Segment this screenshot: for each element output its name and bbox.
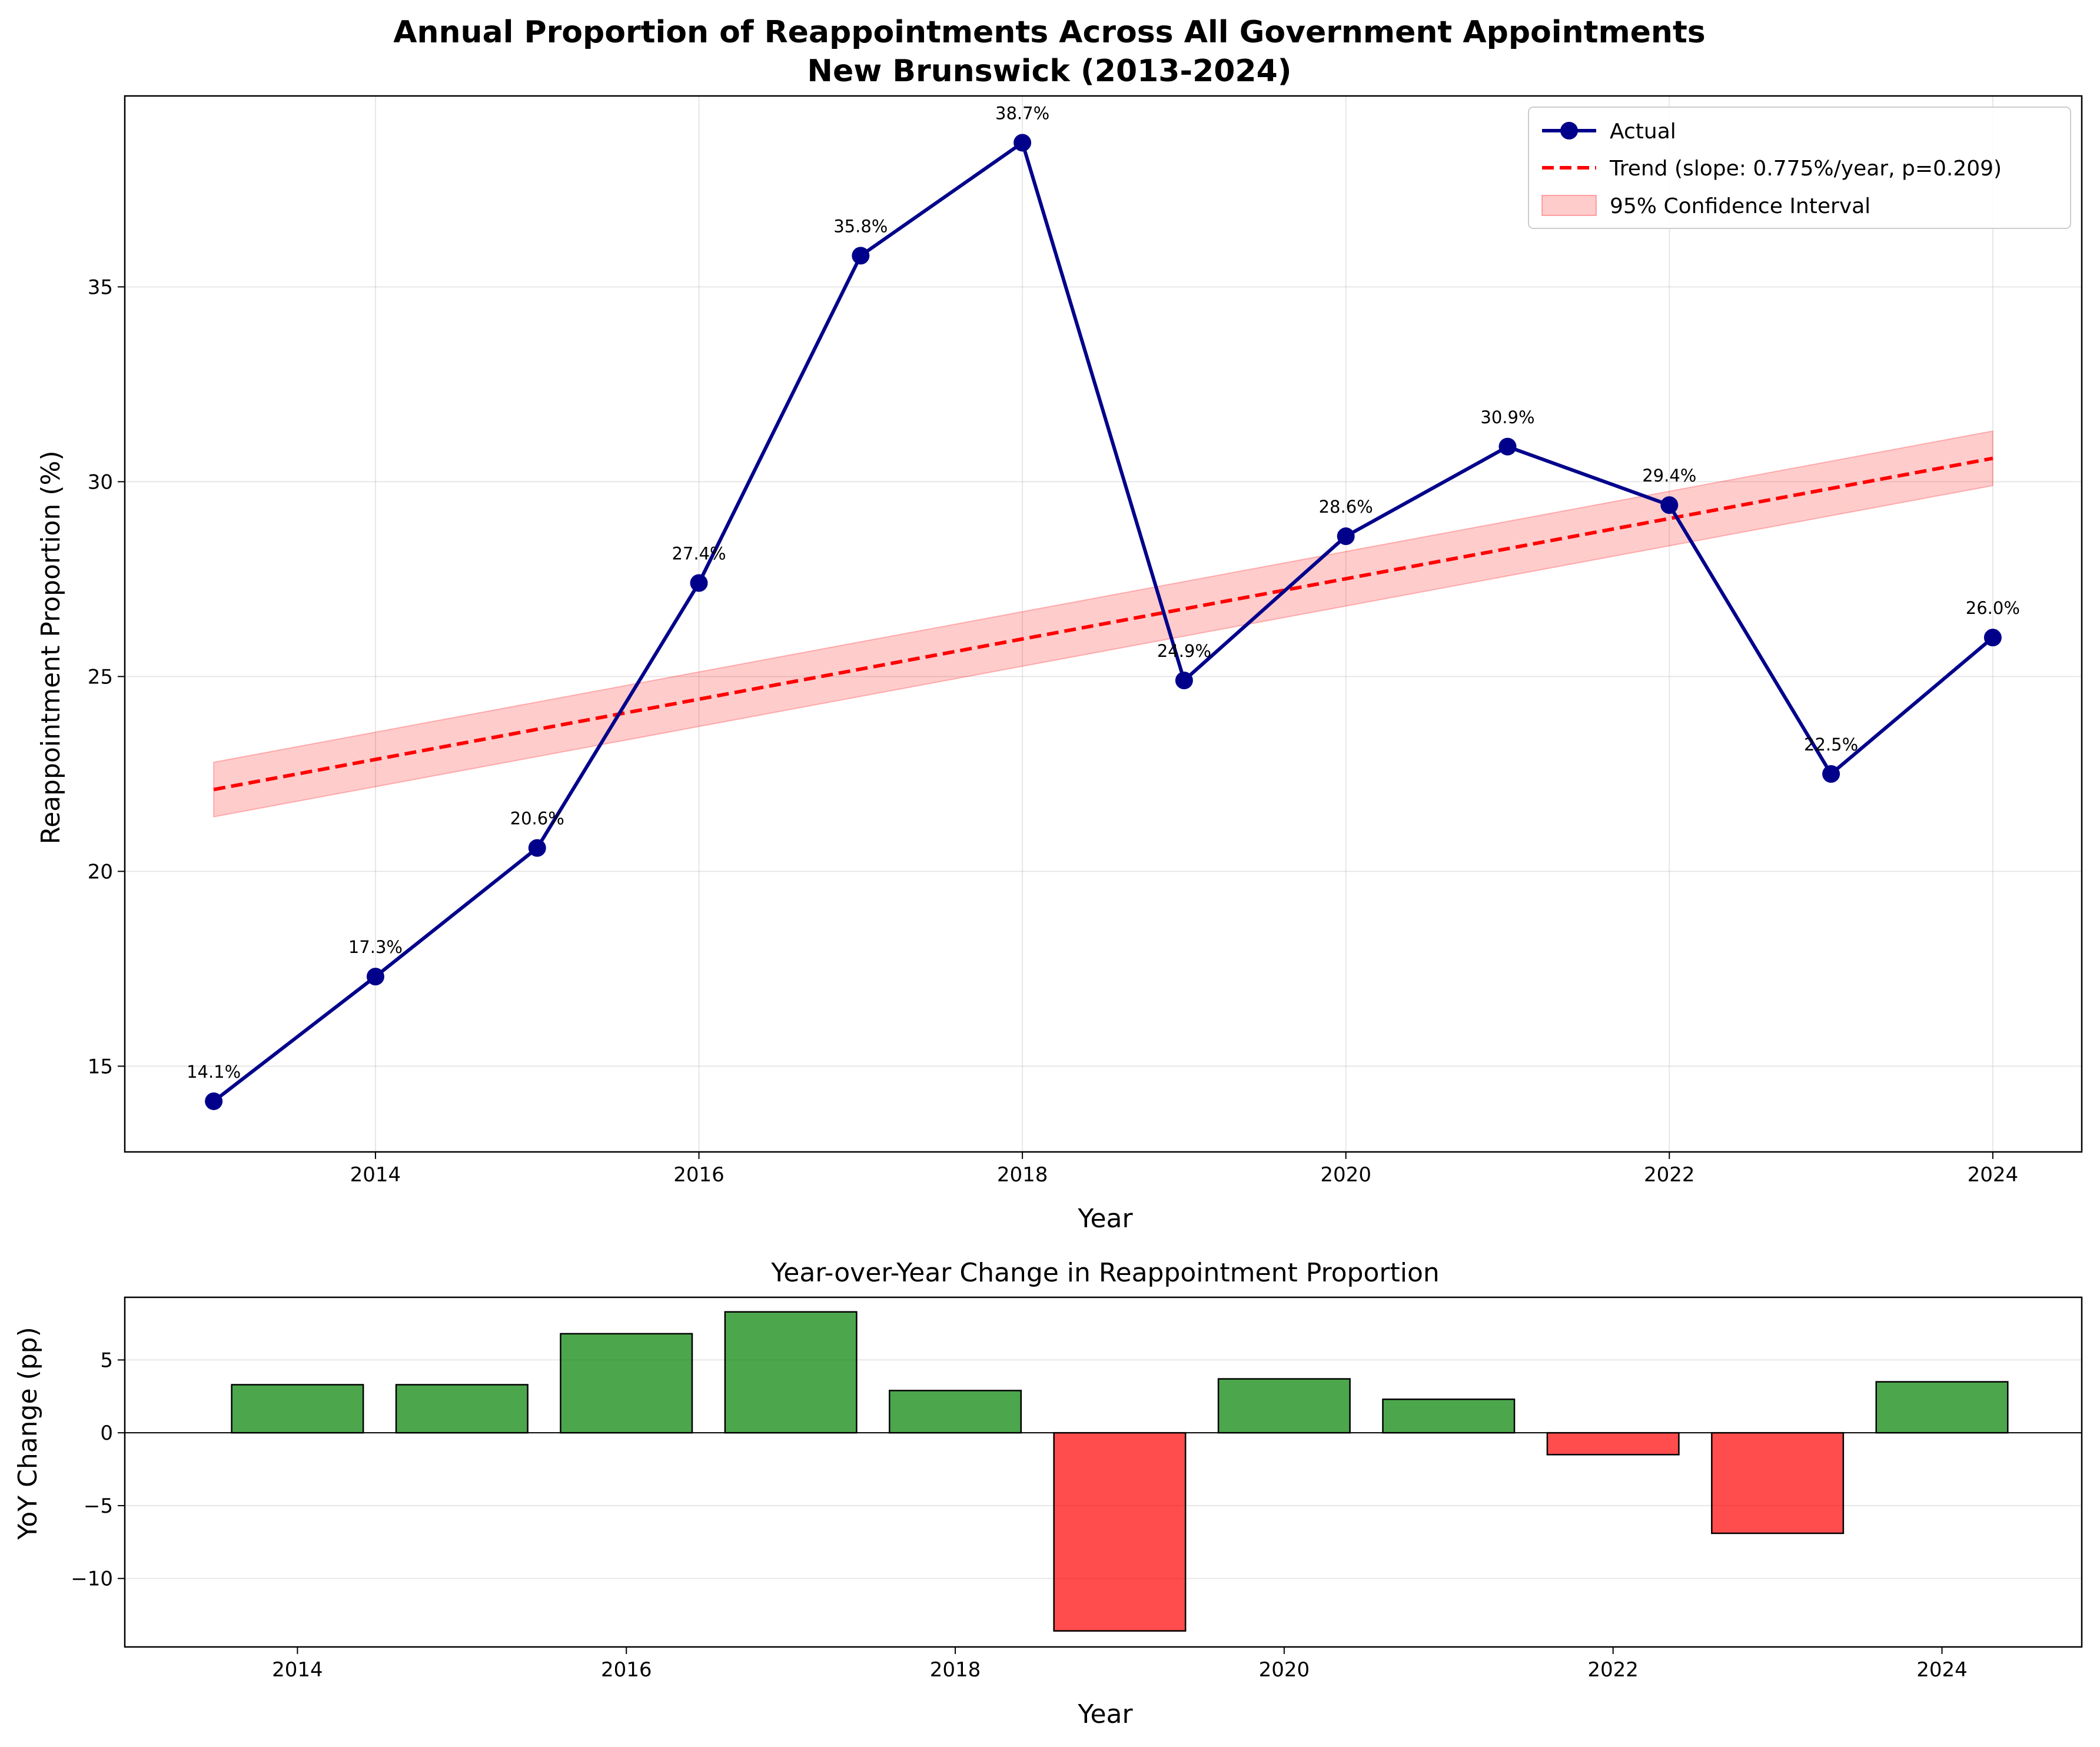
yoy-bar (1382, 1399, 1516, 1434)
actual-point (1983, 629, 2002, 647)
actual-point (366, 968, 384, 986)
top-plot-area (124, 95, 2083, 1153)
bottom-axis-ticks: 5 0 −5 −10 2014 2016 2018 2020 2022 2024 (71, 1349, 1968, 1682)
top-y-tick-label: 15 (88, 1055, 113, 1078)
actual-data-label: 38.7% (995, 103, 1049, 123)
actual-data-label: 14.1% (187, 1062, 241, 1082)
top-x-axis-label: Year (1077, 1204, 1133, 1234)
legend: Actual Trend (slope: 0.775%/year, p=0.20… (1528, 107, 2071, 229)
top-y-axis-label: Reappointment Proportion (%) (36, 451, 66, 845)
top-x-tick-label: 2024 (1968, 1163, 2019, 1187)
actual-data-label: 22.5% (1804, 735, 1858, 755)
yoy-bar (1217, 1378, 1351, 1434)
bottom-y-axis-label: YoY Change (pp) (13, 1327, 43, 1540)
actual-point (1822, 765, 1840, 783)
top-y-tick-label: 20 (88, 860, 113, 884)
bottom-y-tick-label: 5 (100, 1349, 113, 1372)
legend-box (1528, 107, 2071, 229)
top-x-tick-label: 2020 (1320, 1163, 1371, 1187)
yoy-bar (395, 1384, 529, 1434)
actual-point (690, 574, 708, 592)
yoy-bar (1053, 1432, 1187, 1632)
data-labels: 14.1% 17.3% 20.6% 27.4% 35.8% 38.7% 24.9% 28.6%… (187, 103, 2020, 1082)
top-y-tick-label: 30 (88, 470, 113, 494)
bottom-chart-title: Year-over-Year Change in Reappointment P… (770, 1258, 1440, 1288)
trend-line-path (213, 456, 1993, 792)
top-y-tick-label: 25 (88, 665, 113, 689)
top-axis-ticks: 2014 2016 2018 2020 2022 2024 15 20 25 30 35 (88, 275, 2018, 1187)
actual-point (1175, 671, 1193, 689)
bottom-y-tick-label: 0 (100, 1421, 113, 1445)
top-y-tick-label: 35 (88, 275, 113, 299)
actual-point (1498, 437, 1517, 456)
actual-data-label: 20.6% (510, 809, 564, 829)
bottom-x-tick-label: 2018 (930, 1658, 981, 1682)
legend-ci-label: 95% Confidence Interval (1610, 194, 1870, 218)
top-x-tick-label: 2022 (1644, 1163, 1695, 1187)
chart-subtitle: New Brunswick (2013-2024) (807, 54, 1291, 89)
yoy-bars (231, 1311, 2009, 1632)
bottom-x-tick-label: 2014 (272, 1658, 323, 1682)
actual-series-line (212, 141, 1994, 1103)
yoy-bar (231, 1384, 364, 1434)
top-x-tick-label: 2014 (350, 1163, 401, 1187)
top-x-tick-label: 2016 (673, 1163, 725, 1187)
legend-actual-label: Actual (1610, 119, 1676, 144)
actual-data-label: 28.6% (1319, 497, 1373, 517)
actual-data-label: 30.9% (1480, 407, 1534, 427)
actual-point (1337, 527, 1355, 546)
yoy-bar (1875, 1381, 2009, 1434)
actual-point (1014, 134, 1032, 152)
actual-point (205, 1092, 223, 1110)
top-x-tick-label: 2018 (997, 1163, 1048, 1187)
actual-data-label: 29.4% (1642, 466, 1696, 486)
bottom-x-tick-label: 2022 (1587, 1658, 1639, 1682)
yoy-bar (560, 1333, 693, 1434)
actual-data-label: 35.8% (833, 216, 888, 236)
bottom-x-axis-label: Year (1077, 1699, 1133, 1729)
legend-ci-swatch (1541, 195, 1597, 216)
bottom-y-tick-label: −5 (84, 1494, 113, 1518)
actual-data-label: 26.0% (1966, 598, 2020, 618)
actual-data-label: 27.4% (672, 543, 726, 563)
yoy-bar (1711, 1432, 1845, 1535)
bottom-x-tick-label: 2020 (1259, 1658, 1310, 1682)
bottom-x-tick-label: 2016 (601, 1658, 652, 1682)
legend-actual-swatch-marker (1560, 122, 1578, 140)
actual-point (852, 247, 870, 265)
trend-line (213, 456, 1993, 792)
legend-trend-label: Trend (slope: 0.775%/year, p=0.209) (1609, 157, 2002, 181)
top-gridlines (125, 96, 2082, 1152)
bottom-plot-area (124, 1296, 2083, 1648)
chart-title: Annual Proportion of Reappointments Acro… (393, 15, 1706, 50)
actual-point (528, 839, 546, 857)
yoy-bar (1546, 1432, 1680, 1456)
actual-point (1660, 496, 1679, 514)
yoy-bar (724, 1311, 858, 1434)
actual-data-label: 24.9% (1157, 641, 1211, 661)
bottom-y-tick-label: −10 (71, 1567, 113, 1591)
bottom-x-tick-label: 2024 (1916, 1658, 1968, 1682)
actual-data-label: 17.3% (348, 937, 403, 957)
actual-series (205, 134, 2002, 1110)
yoy-bar (889, 1390, 1022, 1434)
